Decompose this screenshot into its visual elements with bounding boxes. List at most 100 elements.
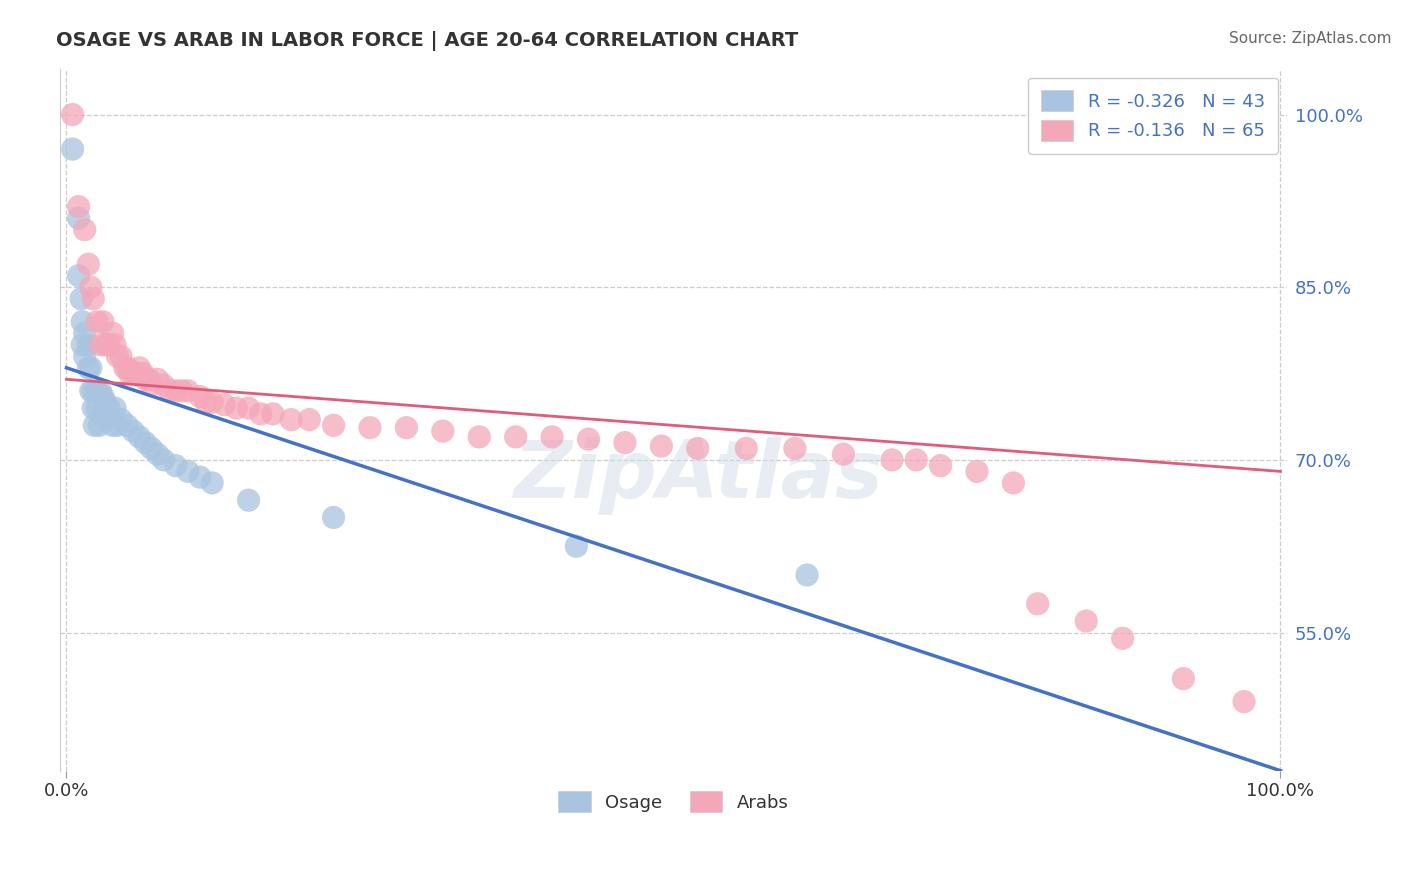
Point xyxy=(322,510,344,524)
Point xyxy=(159,384,181,398)
Point xyxy=(322,418,344,433)
Point xyxy=(67,268,90,283)
Point xyxy=(152,453,174,467)
Text: OSAGE VS ARAB IN LABOR FORCE | AGE 20-64 CORRELATION CHART: OSAGE VS ARAB IN LABOR FORCE | AGE 20-64… xyxy=(56,31,799,51)
Text: ZipAtlas: ZipAtlas xyxy=(513,437,883,515)
Point xyxy=(80,280,103,294)
Point xyxy=(783,442,806,456)
Point xyxy=(115,360,138,375)
Point xyxy=(98,338,121,352)
Point xyxy=(146,447,169,461)
Point xyxy=(262,407,284,421)
Point xyxy=(468,430,491,444)
Point xyxy=(146,372,169,386)
Point xyxy=(201,395,224,409)
Point xyxy=(280,412,302,426)
Point xyxy=(1233,695,1256,709)
Point xyxy=(115,418,138,433)
Point xyxy=(114,360,136,375)
Point xyxy=(118,367,141,381)
Point xyxy=(73,349,96,363)
Point xyxy=(686,442,709,456)
Point xyxy=(77,257,100,271)
Point xyxy=(735,442,758,456)
Point xyxy=(89,338,111,352)
Point xyxy=(238,401,260,416)
Point xyxy=(613,435,636,450)
Point xyxy=(86,401,108,416)
Point xyxy=(152,378,174,392)
Point xyxy=(101,418,124,433)
Point xyxy=(82,384,104,398)
Point xyxy=(89,418,111,433)
Point xyxy=(214,398,236,412)
Point xyxy=(966,464,988,478)
Point xyxy=(82,401,104,416)
Point xyxy=(72,338,94,352)
Point xyxy=(929,458,952,473)
Point xyxy=(107,418,129,433)
Point xyxy=(395,420,418,434)
Point xyxy=(70,292,93,306)
Point xyxy=(122,424,145,438)
Point xyxy=(80,360,103,375)
Point xyxy=(565,539,588,553)
Point xyxy=(177,464,200,478)
Point xyxy=(77,360,100,375)
Point xyxy=(104,401,127,416)
Point xyxy=(62,107,84,121)
Point xyxy=(86,315,108,329)
Point xyxy=(141,442,163,456)
Point xyxy=(650,439,672,453)
Point xyxy=(1076,614,1098,628)
Point xyxy=(125,367,148,381)
Point xyxy=(132,367,155,381)
Point xyxy=(94,395,117,409)
Point xyxy=(238,493,260,508)
Point xyxy=(80,384,103,398)
Point xyxy=(91,407,114,421)
Point xyxy=(905,453,928,467)
Point xyxy=(73,326,96,341)
Point xyxy=(505,430,527,444)
Point xyxy=(832,447,855,461)
Point xyxy=(298,412,321,426)
Point xyxy=(188,470,211,484)
Point xyxy=(128,430,150,444)
Point xyxy=(165,384,187,398)
Point xyxy=(101,326,124,341)
Point xyxy=(1111,632,1133,646)
Point xyxy=(541,430,564,444)
Point xyxy=(107,349,129,363)
Text: Source: ZipAtlas.com: Source: ZipAtlas.com xyxy=(1229,31,1392,46)
Point xyxy=(201,475,224,490)
Point xyxy=(195,395,218,409)
Point xyxy=(134,372,156,386)
Point xyxy=(98,401,121,416)
Point xyxy=(122,367,145,381)
Point xyxy=(1173,672,1195,686)
Point xyxy=(91,315,114,329)
Point xyxy=(165,458,187,473)
Point xyxy=(110,412,132,426)
Point xyxy=(188,390,211,404)
Point xyxy=(134,435,156,450)
Point xyxy=(796,568,818,582)
Point xyxy=(72,315,94,329)
Point xyxy=(89,384,111,398)
Point xyxy=(1026,597,1049,611)
Legend: Osage, Arabs: Osage, Arabs xyxy=(546,779,801,825)
Point xyxy=(359,420,381,434)
Point xyxy=(67,211,90,226)
Point xyxy=(1002,475,1025,490)
Point xyxy=(67,200,90,214)
Point xyxy=(82,292,104,306)
Point xyxy=(83,418,105,433)
Point xyxy=(94,338,117,352)
Point xyxy=(225,401,247,416)
Point xyxy=(62,142,84,156)
Point xyxy=(177,384,200,398)
Point xyxy=(110,349,132,363)
Point xyxy=(73,222,96,236)
Point xyxy=(432,424,454,438)
